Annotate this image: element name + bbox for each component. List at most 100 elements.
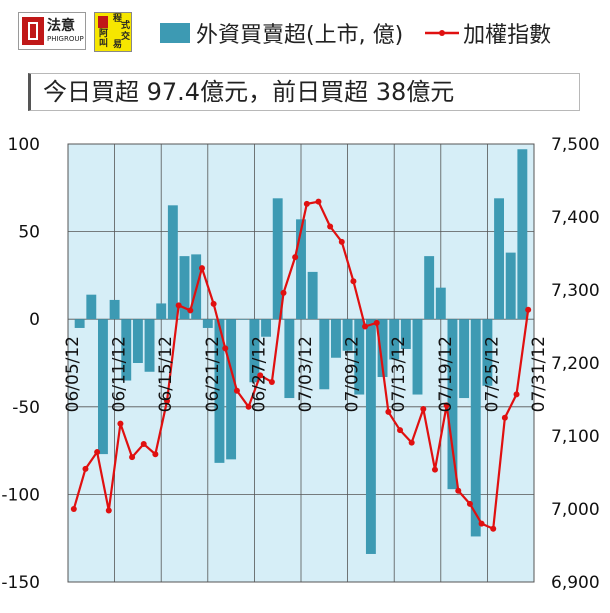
bar xyxy=(494,198,505,320)
index-point xyxy=(408,439,415,446)
index-point xyxy=(70,506,77,512)
right-tick-label: 7,500 xyxy=(551,135,600,155)
x-tick-label: 06/27/12 xyxy=(249,336,269,412)
left-tick-label: 50 xyxy=(18,223,40,243)
index-point xyxy=(233,387,240,394)
index-point xyxy=(222,345,229,352)
index-point xyxy=(385,408,392,415)
logo-mark-icon xyxy=(22,17,44,45)
index-line xyxy=(72,200,530,530)
bar xyxy=(377,319,388,378)
logo2-char: 易 xyxy=(113,40,123,50)
left-tick-label: -150 xyxy=(1,573,40,593)
index-point xyxy=(373,319,380,326)
left-axis-ticks: 100 50 0 -50 -100 -150 xyxy=(1,135,40,593)
phigroup-logo: 法意 PHIGROUP xyxy=(18,12,86,50)
bar xyxy=(412,319,423,395)
x-tick-label: 06/21/12 xyxy=(203,336,223,412)
index-point xyxy=(292,254,299,261)
logo-red-mark-icon xyxy=(98,16,108,28)
index-point xyxy=(198,265,205,272)
index-point xyxy=(525,306,532,313)
index-point xyxy=(420,405,427,412)
bar xyxy=(435,287,446,320)
index-point xyxy=(478,520,485,527)
index-point xyxy=(245,403,252,410)
bar xyxy=(330,319,341,358)
logo-subtext: PHIGROUP xyxy=(47,35,84,43)
line-series xyxy=(70,198,532,532)
logo2-char: 叫 xyxy=(99,39,109,49)
bar xyxy=(86,294,97,320)
bar xyxy=(121,319,132,381)
bar xyxy=(505,252,516,320)
bar xyxy=(74,319,85,328)
bar xyxy=(132,319,143,363)
right-tick-label: 7,400 xyxy=(551,208,600,228)
bar xyxy=(272,198,283,320)
index-point xyxy=(327,223,334,230)
bar xyxy=(202,319,213,328)
index-point xyxy=(268,378,275,385)
index-point xyxy=(129,454,136,461)
bar xyxy=(307,271,318,320)
left-tick-label: -100 xyxy=(1,485,40,505)
logo2-char: 阿 xyxy=(99,29,109,39)
bar xyxy=(342,319,353,351)
right-tick-label: 7,300 xyxy=(551,281,600,301)
index-point xyxy=(315,198,322,205)
x-tick-label: 06/05/12 xyxy=(63,336,83,412)
bar xyxy=(365,319,376,554)
x-tick-label: 07/19/12 xyxy=(436,336,456,412)
bar xyxy=(284,319,295,399)
index-point xyxy=(397,427,404,434)
summary-banner: 今日買超 97.4億元，前日買超 38億元 xyxy=(28,73,580,111)
index-point xyxy=(210,300,217,307)
index-point xyxy=(303,200,310,207)
index-point xyxy=(466,500,473,507)
index-point xyxy=(490,525,497,532)
index-point xyxy=(280,289,287,296)
bar xyxy=(179,256,190,320)
index-point xyxy=(431,466,438,473)
chart-legend: 外資買賣超(上市, 億) 加權指數 xyxy=(160,18,551,48)
bar xyxy=(400,319,411,349)
legend-line-label: 加權指數 xyxy=(463,23,552,48)
logo2-char: 程 xyxy=(113,14,123,24)
legend-line-marker-icon xyxy=(425,30,460,36)
index-point xyxy=(82,465,89,472)
index-point xyxy=(117,420,124,427)
index-point xyxy=(105,507,112,514)
right-tick-label: 6,900 xyxy=(551,573,600,593)
bar xyxy=(470,319,481,537)
bar xyxy=(167,205,178,320)
bar xyxy=(109,299,120,320)
legend-bar-label: 外資買賣超(上市, 億) xyxy=(196,23,404,48)
x-tick-label: 06/11/12 xyxy=(110,336,130,412)
left-tick-label: -50 xyxy=(12,398,40,418)
left-tick-label: 100 xyxy=(8,135,40,155)
bar xyxy=(249,319,260,383)
index-point xyxy=(164,397,171,404)
bar xyxy=(296,219,306,320)
bar xyxy=(459,319,470,399)
index-point xyxy=(338,238,345,245)
index-point xyxy=(175,302,182,309)
summary-text: 今日買超 97.4億元，前日買超 38億元 xyxy=(43,78,455,106)
bar-series xyxy=(74,149,528,554)
index-point xyxy=(152,451,159,458)
x-axis-labels: 06/05/12 06/11/12 06/15/12 06/21/12 06/27/12… xyxy=(63,336,549,412)
index-point xyxy=(501,414,508,421)
bar xyxy=(517,149,528,320)
bar xyxy=(226,319,237,460)
x-tick-label: 06/15/12 xyxy=(156,336,176,412)
x-tick-label: 07/09/12 xyxy=(343,336,363,412)
left-tick-label: 0 xyxy=(29,310,40,330)
bar xyxy=(319,319,330,390)
x-tick-label: 07/31/12 xyxy=(529,336,549,412)
bar xyxy=(97,319,108,455)
index-point xyxy=(513,391,520,398)
x-tick-label: 07/13/12 xyxy=(389,336,409,412)
index-point xyxy=(455,487,462,494)
